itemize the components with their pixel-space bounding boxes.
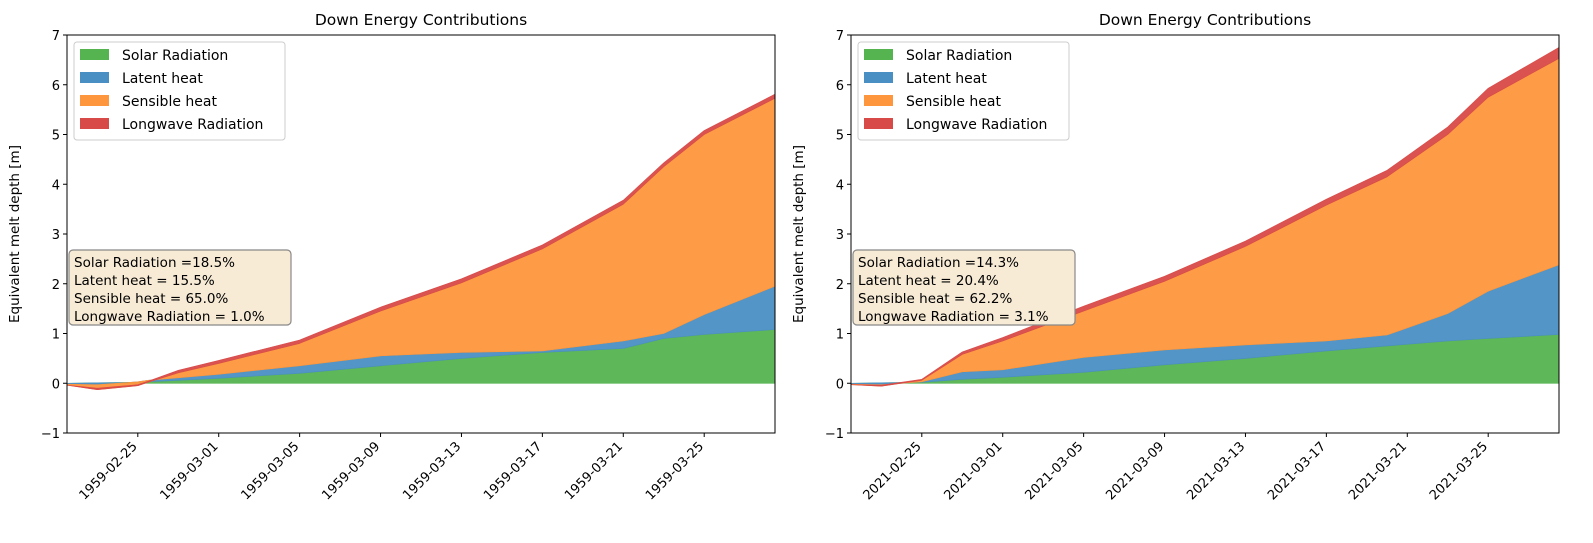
x-tick-label: 1959-03-21 — [562, 439, 626, 503]
y-tick-label: −1 — [41, 427, 60, 442]
annotation-frame — [68, 249, 292, 326]
x-tick-label: 2021-03-05 — [1022, 439, 1086, 503]
x-tick-label: 1959-03-09 — [319, 439, 383, 503]
y-tick-label: 5 — [836, 129, 844, 144]
x-tick-label: 2021-02-25 — [861, 439, 925, 503]
y-tick-label: 2 — [836, 278, 844, 293]
y-tick-label: 1 — [836, 328, 844, 343]
y-tick-label: 0 — [52, 377, 60, 392]
y-tick-label: 3 — [836, 228, 844, 243]
annotation-line: Sensible heat = 62.2% — [858, 291, 1013, 307]
legend-label: Solar Radiation — [906, 48, 1012, 64]
annotation-line: Latent heat = 20.4% — [858, 273, 999, 289]
legend-label: Latent heat — [906, 71, 987, 87]
legend-label: Sensible heat — [122, 94, 217, 110]
legend: Solar Radiation Latent heat Sensible heat L… — [73, 41, 286, 141]
legend-swatch — [80, 95, 109, 106]
annotation-line: Latent heat = 15.5% — [74, 273, 215, 289]
x-tick-label: 2021-03-21 — [1346, 439, 1410, 503]
y-tick-label: −1 — [825, 427, 844, 442]
legend-frame — [857, 41, 1070, 141]
chart-2: −1 0 1 2 3 4 5 6 7 2021-02-25 2021-03-01 2021-03-05… — [791, 11, 1560, 503]
legend-swatch — [80, 49, 109, 60]
legend-label: Solar Radiation — [122, 48, 228, 64]
x-tick-label: 2021-03-01 — [942, 439, 1006, 503]
x-tick-label: 2021-03-09 — [1103, 439, 1167, 503]
legend: Solar Radiation Latent heat Sensible heat L… — [857, 41, 1070, 141]
y-tick-label: 3 — [52, 228, 60, 243]
y-tick-label: 7 — [836, 29, 844, 44]
legend-label: Longwave Radiation — [906, 117, 1047, 133]
y-tick-label: 5 — [52, 129, 60, 144]
chart-1: −1 0 1 2 3 4 5 6 7 1959-02-25 1959-03-01 1959-03-05… — [7, 11, 776, 503]
y-tick-label: 6 — [52, 79, 60, 94]
legend-swatch — [864, 95, 893, 106]
legend-swatch — [80, 72, 109, 83]
chart-title: Down Energy Contributions — [315, 11, 527, 29]
x-tick-label: 1959-03-25 — [643, 439, 707, 503]
y-tick-label: 4 — [836, 178, 844, 193]
legend-swatch — [864, 49, 893, 60]
x-tick-label: 2021-03-13 — [1184, 439, 1248, 503]
y-tick-label: 4 — [52, 178, 60, 193]
annotation-frame — [852, 249, 1076, 326]
x-tick-label: 2021-03-25 — [1427, 439, 1491, 503]
annotation-box: Solar Radiation =14.3% Latent heat = 20.4… — [852, 249, 1076, 326]
x-tick-label: 1959-02-25 — [77, 439, 141, 503]
y-axis-label: Equivalent melt depth [m] — [7, 145, 23, 323]
legend-swatch — [864, 72, 893, 83]
y-tick-label: 7 — [52, 29, 60, 44]
x-tick-label: 1959-03-13 — [400, 439, 464, 503]
annotation-line: Solar Radiation =14.3% — [858, 255, 1019, 271]
y-tick-label: 1 — [52, 328, 60, 343]
y-tick-label: 2 — [52, 278, 60, 293]
legend-label: Latent heat — [122, 71, 203, 87]
y-tick-label: 0 — [836, 377, 844, 392]
x-tick-label: 1959-03-17 — [481, 439, 545, 503]
x-tick-label: 1959-03-05 — [238, 439, 302, 503]
annotation-line: Longwave Radiation = 1.0% — [74, 309, 265, 325]
legend-frame — [73, 41, 286, 141]
annotation-line: Solar Radiation =18.5% — [74, 255, 235, 271]
x-tick-label: 1959-03-01 — [158, 439, 222, 503]
x-tick-label: 2021-03-17 — [1265, 439, 1329, 503]
annotation-line: Sensible heat = 65.0% — [74, 291, 229, 307]
y-tick-label: 6 — [836, 79, 844, 94]
annotation-box: Solar Radiation =18.5% Latent heat = 15.5… — [68, 249, 292, 326]
legend-label: Longwave Radiation — [122, 117, 263, 133]
y-axis-label: Equivalent melt depth [m] — [791, 145, 807, 323]
annotation-line: Longwave Radiation = 3.1% — [858, 309, 1049, 325]
legend-swatch — [80, 118, 109, 129]
legend-swatch — [864, 118, 893, 129]
chart-title: Down Energy Contributions — [1099, 11, 1311, 29]
legend-label: Sensible heat — [906, 94, 1001, 110]
